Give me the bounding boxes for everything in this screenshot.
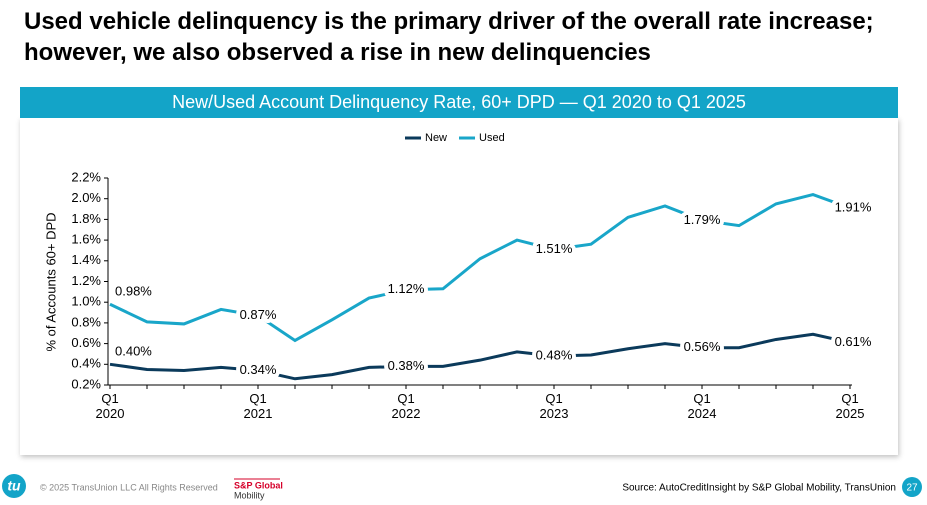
y-tick-label: 1.4% [71, 252, 101, 267]
data-label: 0.56% [684, 339, 721, 354]
y-tick-label: 0.6% [71, 335, 101, 350]
x-tick-label: Q1 2020 [95, 391, 125, 421]
data-label: 0.40% [115, 344, 152, 359]
partner-sub: Mobility [234, 490, 265, 500]
y-tick-label: 2.2% [71, 169, 101, 184]
page-badge [902, 477, 922, 497]
chart-title: New/Used Account Delinquency Rate, 60+ D… [20, 87, 898, 118]
data-label: 1.79% [684, 212, 721, 227]
page-number: 27 [906, 483, 918, 494]
y-tick-label: 0.8% [71, 314, 101, 329]
series-line [109, 332, 851, 381]
slide-title: Used vehicle delinquency is the primary … [24, 8, 874, 66]
x-tick-label: Q1 2024 [687, 391, 717, 421]
data-label: 0.87% [240, 307, 277, 322]
y-tick-label: 1.8% [71, 211, 101, 226]
data-label: 0.98% [115, 284, 152, 299]
source: Source: AutoCreditInsight by S&P Global … [622, 483, 896, 494]
partner-name: S&P Global [234, 480, 283, 490]
x-tick-label: Q1 2023 [539, 391, 569, 421]
copyright: © 2025 TransUnion LLC All Rights Reserve… [40, 482, 218, 492]
y-tick-label: 0.4% [71, 356, 101, 371]
data-label: 1.91% [835, 199, 872, 214]
data-label: 0.38% [388, 358, 425, 373]
data-label: 0.61% [835, 334, 872, 349]
logo: tu [7, 478, 21, 494]
y-tick-label: 2.0% [71, 190, 101, 205]
y-tick-label: 0.2% [71, 376, 101, 391]
y-tick-label: 1.6% [71, 232, 101, 247]
x-tick-label: Q1 2022 [391, 391, 421, 421]
legend-label: New [425, 132, 447, 144]
x-tick-label: Q1 2025 [835, 391, 865, 421]
logo-badge [2, 474, 26, 498]
y-axis-label: % of Accounts 60+ DPD [43, 212, 58, 351]
chart-panel [20, 118, 898, 455]
y-tick-label: 1.0% [71, 294, 101, 309]
data-label: 0.48% [536, 347, 573, 362]
legend-label: Used [479, 132, 505, 144]
data-label: 1.51% [536, 241, 573, 256]
data-label: 1.12% [388, 281, 425, 296]
series-line [109, 192, 851, 343]
x-tick-label: Q1 2021 [243, 391, 273, 421]
data-label: 0.34% [240, 362, 277, 377]
y-tick-label: 1.2% [71, 273, 101, 288]
